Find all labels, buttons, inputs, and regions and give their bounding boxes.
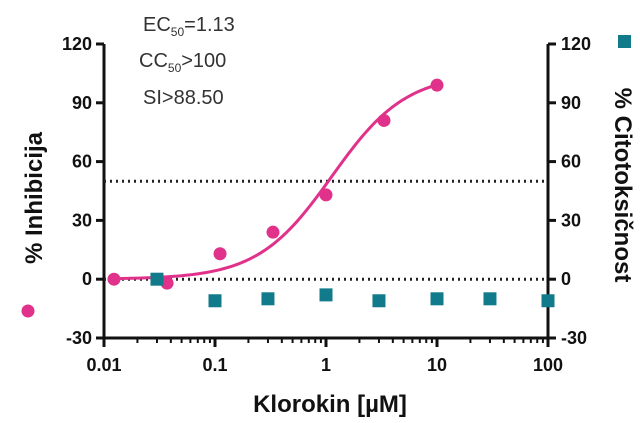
citotoksicnost-point <box>372 294 386 308</box>
ec50-subscript: 50 <box>171 25 185 39</box>
inhibicija-point <box>160 276 174 290</box>
inhibicija-point <box>377 113 391 127</box>
cc50-subscript: 50 <box>168 61 182 75</box>
x-tick-label: 100 <box>533 355 563 375</box>
right-y-tick-label: 120 <box>561 34 591 54</box>
cc50-prefix: CC <box>139 50 168 72</box>
inhibicija-point <box>319 188 333 202</box>
right-y-tick-label: 0 <box>561 269 571 289</box>
reference-lines <box>104 179 548 281</box>
citotoksicnost-point <box>541 294 555 308</box>
citotoksicnost-point <box>483 292 497 306</box>
right-y-tick-label: 30 <box>561 210 581 230</box>
left-y-tick-label: -30 <box>66 328 92 348</box>
citotoksicnost-legend-marker <box>618 35 631 48</box>
inhibicija-point <box>430 78 444 92</box>
left-y-tick-label: 0 <box>82 269 92 289</box>
si-annotation: SI>88.50 <box>143 87 224 109</box>
x-tick-label: 1 <box>321 355 331 375</box>
left-y-tick-label: 30 <box>72 210 92 230</box>
x-tick-label: 0.1 <box>202 355 227 375</box>
x-axis-title: Klorokin [µM] <box>253 391 407 418</box>
right-y-axis-title: % Citotoksičnost <box>609 88 636 283</box>
left-y-tick-label: 120 <box>62 34 92 54</box>
right-y-tick-label: 90 <box>561 93 581 113</box>
citotoksicnost-point <box>150 272 164 286</box>
right-y-tick-label: 60 <box>561 152 581 172</box>
left-y-tick-label: 60 <box>72 152 92 172</box>
legend-markers <box>21 35 631 318</box>
ec50-prefix: EC <box>143 14 171 36</box>
right-y-tick-label: -30 <box>561 328 587 348</box>
inhibicija-point <box>266 225 280 239</box>
cc50-annotation: CC50>100 <box>139 50 226 75</box>
x-tick-label: 10 <box>427 355 447 375</box>
inhibicija-point <box>107 272 121 286</box>
inhibicija-fit-curve <box>108 82 440 281</box>
cc50-value: >100 <box>181 50 226 72</box>
inhibicija-legend-marker <box>21 304 35 318</box>
left-y-axis-title: % Inhibicija <box>21 131 48 264</box>
citotoksicnost-point <box>319 288 333 302</box>
ec50-value: =1.13 <box>184 14 235 36</box>
left-y-tick-label: 90 <box>72 93 92 113</box>
axes <box>96 42 556 347</box>
citotoksicnost-point <box>430 292 444 306</box>
annotation-block: EC50=1.13 CC50>100 SI>88.50 <box>139 14 235 109</box>
x-tick-label: 0.01 <box>86 355 121 375</box>
citotoksicnost-point <box>208 294 222 308</box>
ec50-annotation: EC50=1.13 <box>143 14 235 39</box>
inhibicija-point <box>213 247 227 261</box>
tick-labels: -30 -30 0 0 30 30 60 60 90 90 120 120 0.01 0.1 1 10 100 <box>62 34 591 375</box>
citotoksicnost-point <box>261 292 275 306</box>
data-points <box>107 78 555 308</box>
